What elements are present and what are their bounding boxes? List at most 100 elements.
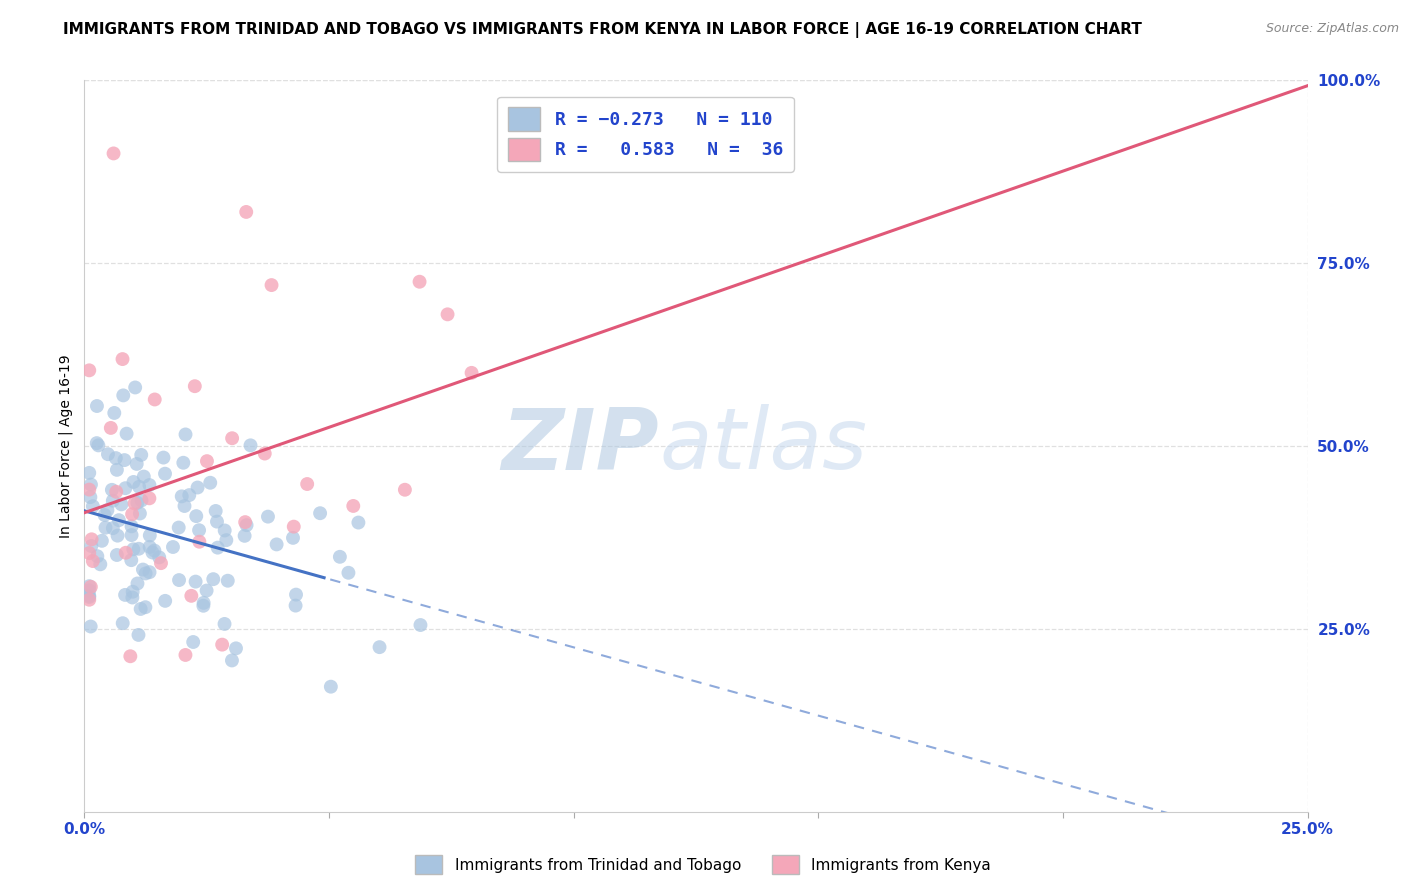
Point [105, 463, 128, 477]
Point [103, 146, 125, 161]
Point [122, 542, 145, 557]
Point [112, 388, 135, 402]
Point [128, 541, 150, 556]
Point [131, 493, 153, 508]
Point [337, 566, 360, 580]
Point [187, 481, 209, 495]
Point [77, 466, 100, 480]
Point [205, 515, 228, 529]
Point [77, 483, 100, 497]
Point [125, 457, 148, 471]
Point [129, 448, 152, 462]
Point [87, 438, 110, 452]
Point [79, 490, 101, 504]
Point [253, 446, 276, 460]
Point [233, 529, 256, 543]
Point [134, 600, 156, 615]
Point [295, 477, 318, 491]
Point [193, 596, 215, 610]
Point [239, 438, 262, 452]
Point [100, 421, 122, 435]
Point [394, 483, 416, 497]
Point [127, 496, 149, 510]
Point [408, 275, 430, 289]
Point [121, 584, 143, 599]
Point [107, 528, 129, 542]
Point [207, 541, 229, 555]
Point [266, 537, 288, 551]
Point [121, 528, 143, 542]
Point [77, 579, 100, 593]
Point [120, 553, 142, 567]
Point [138, 491, 160, 506]
Point [215, 533, 238, 548]
Point [342, 499, 364, 513]
Point [82, 500, 104, 514]
Point [105, 548, 128, 562]
Point [188, 534, 211, 549]
Point [127, 628, 149, 642]
Point [309, 506, 332, 520]
Point [132, 563, 155, 577]
Point [80, 533, 103, 547]
Point [127, 576, 149, 591]
Point [167, 520, 190, 534]
Point [101, 493, 124, 508]
Point [121, 591, 143, 605]
Point [101, 521, 124, 535]
Point [460, 366, 482, 380]
Point [143, 543, 166, 558]
Point [217, 574, 239, 588]
Point [86, 549, 108, 564]
Point [108, 513, 131, 527]
Point [120, 649, 142, 664]
Text: Source: ZipAtlas.com: Source: ZipAtlas.com [1265, 22, 1399, 36]
Point [139, 528, 162, 542]
Point [221, 431, 243, 445]
Point [79, 619, 101, 633]
Point [148, 550, 170, 565]
Point [436, 307, 458, 321]
Point [124, 380, 146, 394]
Point [184, 379, 207, 393]
Point [77, 583, 100, 598]
Point [97, 447, 120, 461]
Point [111, 352, 134, 367]
Point [121, 507, 143, 521]
Point [188, 523, 211, 537]
Legend: R = −0.273   N = 110, R =   0.583   N =  36: R = −0.273 N = 110, R = 0.583 N = 36 [498, 96, 794, 172]
Point [114, 481, 136, 495]
Point [281, 531, 304, 545]
Point [138, 540, 160, 554]
Point [153, 594, 176, 608]
Point [104, 451, 127, 466]
Point [179, 488, 201, 502]
Point [101, 483, 124, 497]
Point [180, 589, 202, 603]
Point [329, 549, 352, 564]
Point [115, 426, 138, 441]
Y-axis label: In Labor Force | Age 16-19: In Labor Force | Age 16-19 [59, 354, 73, 538]
Point [172, 456, 194, 470]
Point [138, 478, 160, 492]
Point [82, 554, 104, 568]
Point [105, 484, 128, 499]
Point [80, 580, 103, 594]
Point [77, 546, 100, 560]
Point [143, 392, 166, 407]
Point [221, 653, 243, 667]
Legend: Immigrants from Trinidad and Tobago, Immigrants from Kenya: Immigrants from Trinidad and Tobago, Imm… [409, 849, 997, 880]
Point [211, 638, 233, 652]
Point [170, 489, 193, 503]
Point [202, 572, 225, 586]
Point [235, 518, 257, 533]
Point [260, 278, 283, 293]
Point [283, 519, 305, 533]
Point [195, 583, 218, 598]
Point [135, 566, 157, 581]
Point [129, 602, 152, 616]
Point [233, 515, 256, 529]
Point [225, 641, 247, 656]
Point [86, 399, 108, 413]
Text: IMMIGRANTS FROM TRINIDAD AND TOBAGO VS IMMIGRANTS FROM KENYA IN LABOR FORCE | AG: IMMIGRANTS FROM TRINIDAD AND TOBAGO VS I… [63, 22, 1142, 38]
